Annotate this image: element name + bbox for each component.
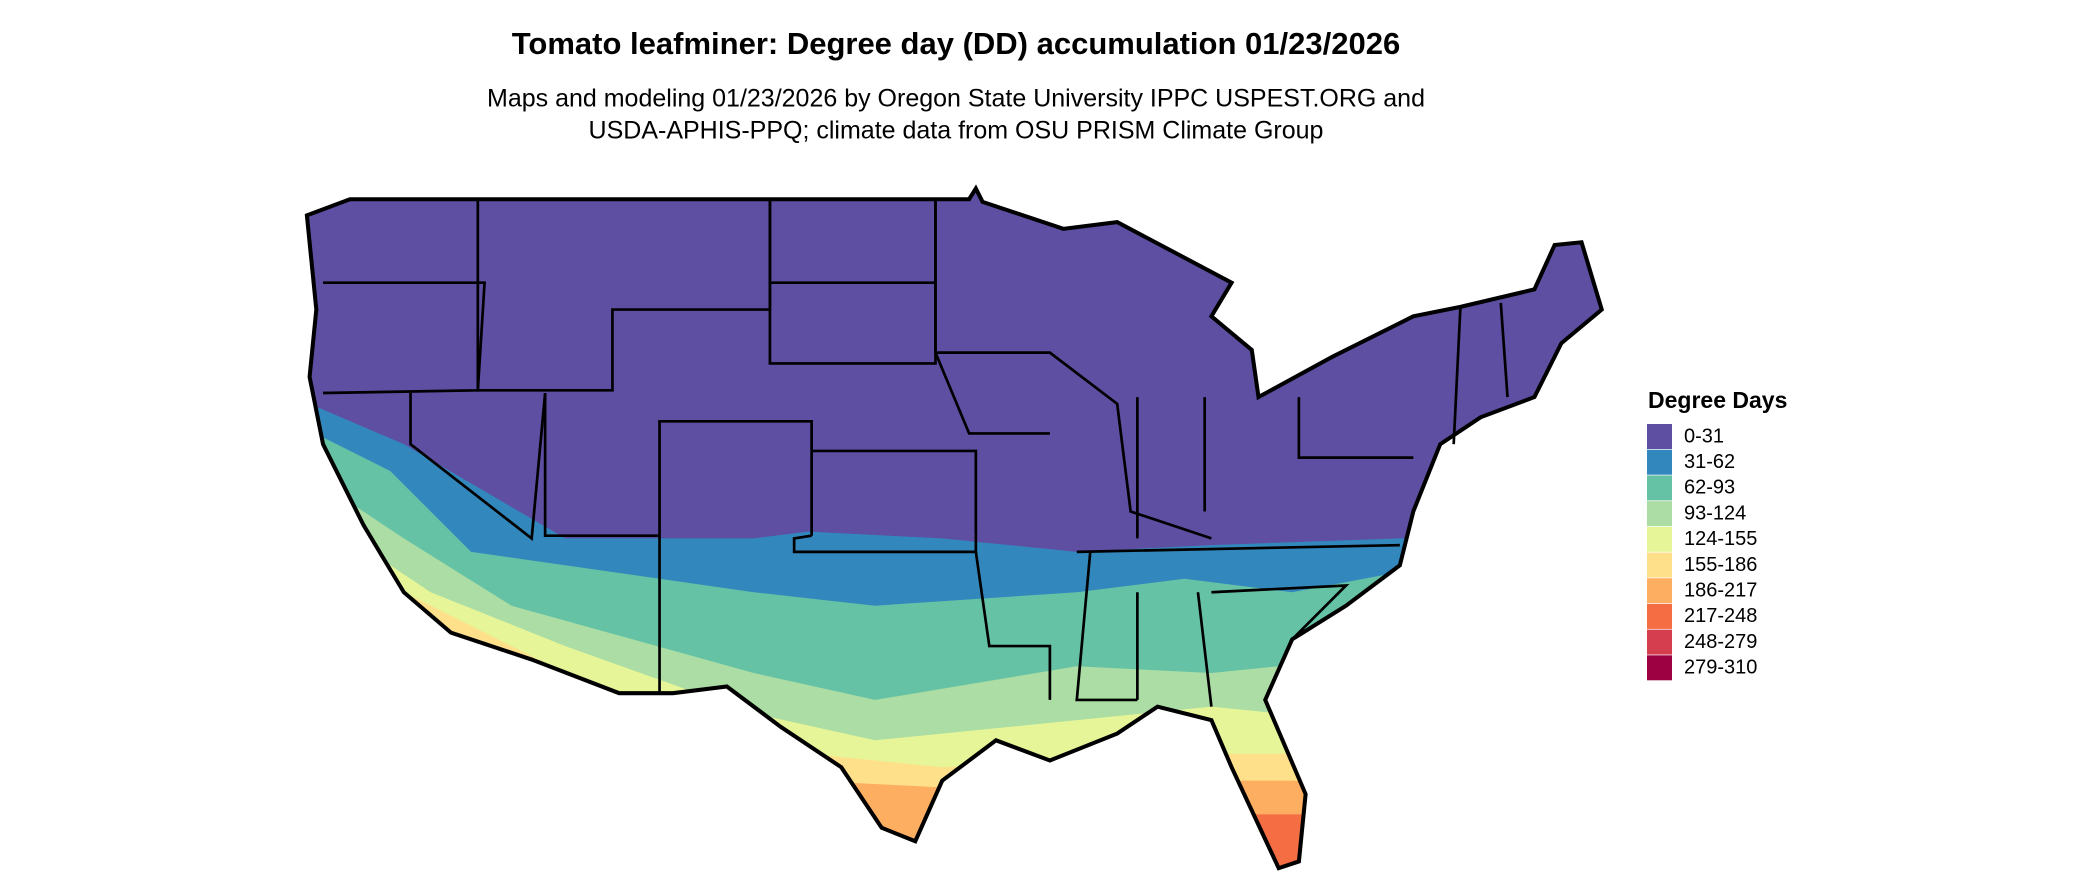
map-subtitle: Maps and modeling 01/23/2026 by Oregon S… bbox=[487, 85, 1425, 113]
map-title: Tomato leafminer: Degree day (DD) accumu… bbox=[512, 26, 1400, 61]
us-map bbox=[269, 175, 1615, 888]
legend-label: 0-31 bbox=[1684, 425, 1724, 447]
legend-swatch bbox=[1647, 424, 1672, 449]
legend-swatch bbox=[1647, 552, 1672, 578]
state-borders bbox=[323, 199, 1509, 707]
legend-swatch bbox=[1647, 526, 1672, 552]
legend-label: 186-217 bbox=[1684, 579, 1757, 601]
legend-swatch bbox=[1647, 475, 1672, 501]
legend-swatch bbox=[1647, 449, 1672, 475]
legend-swatch bbox=[1647, 578, 1672, 604]
legend-label: 93-124 bbox=[1684, 502, 1746, 524]
legend-label: 155-186 bbox=[1684, 554, 1757, 576]
map-subtitle: USDA-APHIS-PPQ; climate data from OSU PR… bbox=[589, 117, 1324, 145]
legend-label: 279-310 bbox=[1684, 657, 1757, 679]
legend-label: 62-93 bbox=[1684, 477, 1735, 499]
legend: 0-31 31-62 62-93 93-124 124-155 155-186 186-21… bbox=[1647, 424, 1757, 681]
legend-label: 217-248 bbox=[1684, 605, 1757, 627]
legend-swatch bbox=[1647, 603, 1672, 629]
legend-label: 248-279 bbox=[1684, 631, 1757, 653]
legend-label: 124-155 bbox=[1684, 528, 1757, 550]
legend-label: 31-62 bbox=[1684, 451, 1735, 473]
dd-zone bbox=[1251, 814, 1602, 869]
legend-swatch bbox=[1647, 629, 1672, 655]
legend-title: Degree Days bbox=[1648, 387, 1787, 413]
dd-zone bbox=[807, 780, 1602, 869]
legend-swatch bbox=[1647, 655, 1672, 681]
legend-swatch bbox=[1647, 501, 1672, 527]
